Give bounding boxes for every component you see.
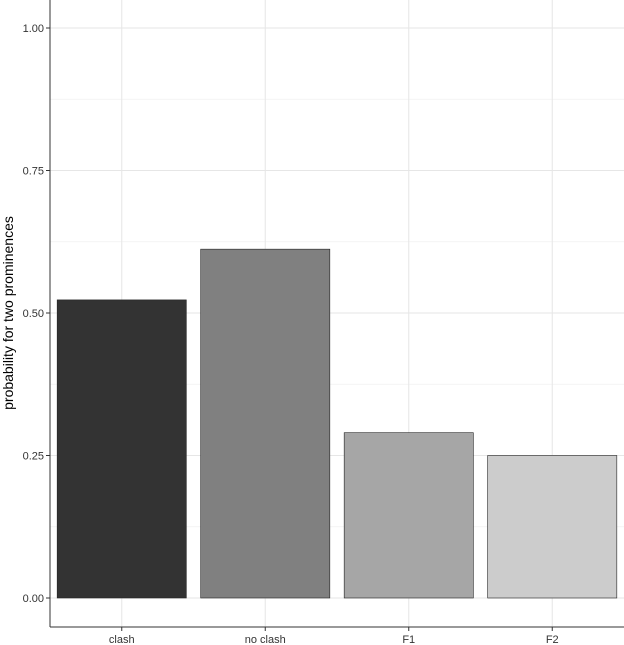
x-tick-label: no clash <box>245 634 286 645</box>
bar-clash <box>56 299 187 599</box>
y-tick-label: 0.25 <box>23 451 44 463</box>
y-tick-label: 0.00 <box>23 593 44 605</box>
bar-no-clash <box>200 248 331 599</box>
x-tick-label: F1 <box>402 634 415 645</box>
bar-f1 <box>343 432 474 599</box>
y-tick-label: 0.50 <box>23 308 44 320</box>
y-tick-label: 0.75 <box>23 166 44 178</box>
x-tick-label: clash <box>109 634 135 645</box>
y-tick-label: 1.00 <box>23 23 44 35</box>
x-tick-label: F2 <box>546 634 559 645</box>
bars <box>56 248 618 599</box>
y-ticks: 0.00 0.25 0.50 0.75 1.00 <box>23 23 50 605</box>
bar-f2 <box>487 455 618 599</box>
y-axis-title: probability for two prominences <box>0 216 16 410</box>
x-ticks: clash no clash F1 F2 <box>109 627 559 645</box>
